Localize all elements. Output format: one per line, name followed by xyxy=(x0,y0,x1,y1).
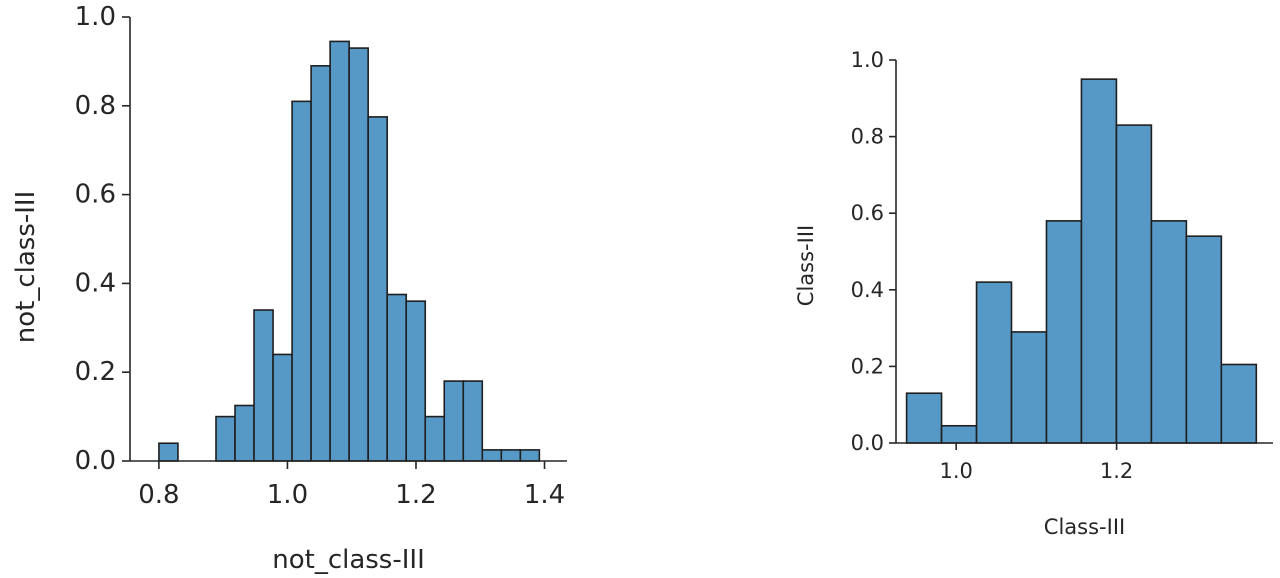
bar-right-6 xyxy=(1115,124,1153,444)
bar-right-7 xyxy=(1150,220,1188,444)
y-ticks-right: 0.0 0.2 0.4 0.6 0.8 1.0 xyxy=(851,48,896,455)
x-tick-label-right-1: 1.2 xyxy=(1100,459,1133,483)
bar-left-6 xyxy=(272,353,293,462)
bar-right-3 xyxy=(1010,331,1048,444)
bar-left-0 xyxy=(158,442,179,462)
bar-right-4 xyxy=(1045,220,1083,444)
y-tick-label-right-0: 0.0 xyxy=(851,431,884,455)
y-tick-label-right-4: 0.8 xyxy=(851,125,884,149)
y-ticks-left: 0.0 0.2 0.4 0.6 0.8 1.0 xyxy=(75,2,130,476)
x-tick-label-left-1: 1.0 xyxy=(267,480,308,510)
bar-right-8 xyxy=(1185,235,1223,444)
bar-right-5 xyxy=(1080,78,1118,444)
bar-left-5 xyxy=(253,309,274,462)
y-tick-label-left-3: 0.6 xyxy=(75,180,116,210)
bar-left-18 xyxy=(500,449,522,462)
y-tick-label-left-0: 0.0 xyxy=(75,446,116,476)
bar-right-1 xyxy=(940,424,978,444)
bar-left-7 xyxy=(291,100,312,462)
histogram-left: 0.0 0.2 0.4 0.6 0.8 1.0 0.8 1.0 1.2 1.4 not_clas… xyxy=(11,2,567,575)
bar-left-3 xyxy=(215,415,236,462)
bar-left-17 xyxy=(481,449,503,462)
bar-right-0 xyxy=(905,392,943,444)
y-tick-label-left-5: 1.0 xyxy=(75,2,116,32)
y-tick-label-left-1: 0.2 xyxy=(75,357,116,387)
bars-right xyxy=(905,78,1258,444)
bar-left-12 xyxy=(386,293,408,462)
bar-left-15 xyxy=(443,380,465,462)
bar-left-13 xyxy=(405,300,427,462)
y-tick-label-left-2: 0.4 xyxy=(75,268,116,298)
x-axis-label-right: Class-III xyxy=(1044,515,1125,539)
bar-left-4 xyxy=(234,404,255,462)
bar-left-14 xyxy=(424,415,446,462)
x-tick-label-right-0: 1.0 xyxy=(939,459,972,483)
x-ticks-right: 1.0 1.2 xyxy=(939,443,1133,483)
y-tick-label-right-5: 1.0 xyxy=(851,48,884,72)
x-tick-label-left-0: 0.8 xyxy=(138,480,179,510)
bar-left-16 xyxy=(462,380,484,462)
bar-right-2 xyxy=(975,281,1013,444)
bar-left-10 xyxy=(348,47,369,462)
y-tick-label-right-3: 0.6 xyxy=(851,201,884,225)
x-tick-label-left-2: 1.2 xyxy=(395,480,436,510)
bar-left-19 xyxy=(519,449,541,462)
bars-left xyxy=(158,40,541,462)
bar-left-9 xyxy=(329,40,350,462)
x-axis-label-left: not_class-III xyxy=(272,545,425,575)
y-axis-label-left: not_class-III xyxy=(11,191,41,344)
bar-left-8 xyxy=(310,65,331,462)
histogram-right: 0.0 0.2 0.4 0.6 0.8 1.0 1.0 1.2 Class-III Clas… xyxy=(794,48,1273,539)
bar-left-11 xyxy=(367,116,388,462)
y-tick-label-right-1: 0.2 xyxy=(851,354,884,378)
x-ticks-left: 0.8 1.0 1.2 1.4 xyxy=(138,461,565,510)
y-tick-label-left-4: 0.8 xyxy=(75,91,116,121)
y-axis-label-right: Class-III xyxy=(794,225,818,306)
y-tick-label-right-2: 0.4 xyxy=(851,278,884,302)
x-tick-label-left-3: 1.4 xyxy=(524,480,565,510)
bar-right-9 xyxy=(1220,363,1258,444)
